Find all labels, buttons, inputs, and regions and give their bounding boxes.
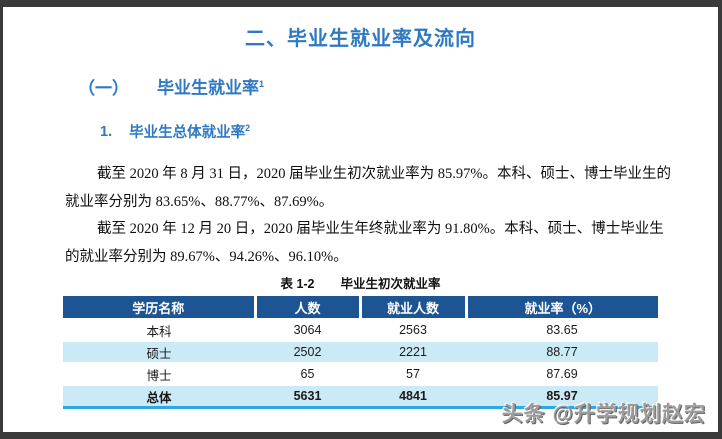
cell-count: 5631 (255, 384, 360, 410)
cell-employed: 2221 (360, 340, 466, 364)
cell-rate: 85.97 (466, 384, 658, 410)
cell-employed: 2563 (360, 318, 466, 342)
employment-rate-table: 学历名称 人数 就业人数 就业率（%） 本科 3064 2563 83.65 硕… (63, 296, 658, 410)
section-heading: （一） 毕业生就业率1 (78, 73, 718, 100)
cell-count: 2502 (255, 340, 360, 364)
cell-rate: 83.65 (466, 318, 658, 342)
paragraph-1-line-2: 就业率分别为 83.65%、88.77%、87.69%。 (65, 193, 334, 210)
table-row: 硕士 2502 2221 88.77 (63, 340, 658, 364)
cell-degree: 总体 (63, 384, 255, 410)
section-footnote-marker: 1 (259, 79, 265, 89)
table-row: 本科 3064 2563 83.65 (63, 318, 658, 342)
page-title: 二、毕业生就业率及流向 (245, 28, 476, 50)
body-paragraphs: 截至 2020 年 8 月 31 日，2020 届毕业生初次就业率为 85.97… (65, 161, 671, 271)
header-employed-count: 就业人数 (358, 296, 466, 320)
section-number: （一） (78, 78, 129, 98)
table-caption-title: 毕业生初次就业率 (340, 277, 441, 292)
header-count: 人数 (253, 296, 360, 320)
paragraph-2-line-2: 的就业率分别为 89.67%、94.26%、96.10%。 (65, 248, 348, 265)
watermark: 头条 @升学规划赵宏 (501, 403, 706, 426)
table-caption-label: 表 1-2 (280, 277, 315, 292)
paragraph-1-line-1: 截至 2020 年 8 月 31 日，2020 届毕业生初次就业率为 85.97… (97, 166, 671, 183)
header-degree: 学历名称 (63, 296, 255, 320)
table-total-row: 总体 5631 4841 85.97 (63, 384, 658, 410)
cell-degree: 本科 (63, 318, 255, 342)
header-employment-rate: 就业率（%） (464, 296, 658, 320)
table-caption: 表 1-2 毕业生初次就业率 (3, 276, 718, 292)
cell-count: 3064 (255, 318, 360, 342)
cell-degree: 博士 (63, 362, 255, 386)
subsection-title: 毕业生总体就业率 (129, 124, 246, 141)
cell-rate: 87.69 (466, 362, 658, 386)
subsection-heading: 1. 毕业生总体就业率2 (100, 118, 718, 143)
section-title: 毕业生就业率 (157, 78, 259, 98)
cell-count: 65 (255, 362, 360, 386)
cell-degree: 硕士 (63, 340, 255, 364)
cell-employed: 4841 (360, 384, 466, 410)
cell-employed: 57 (360, 362, 466, 386)
subsection-footnote-marker: 2 (245, 122, 251, 133)
table-header-row: 学历名称 人数 就业人数 就业率（%） (63, 296, 658, 320)
cell-rate: 88.77 (466, 340, 658, 364)
table-row: 博士 65 57 87.69 (63, 362, 658, 386)
subsection-number: 1. (100, 124, 113, 141)
paragraph-2-line-1: 截至 2020 年 12 月 20 日，2020 届毕业生年终就业率为 91.8… (97, 221, 664, 238)
